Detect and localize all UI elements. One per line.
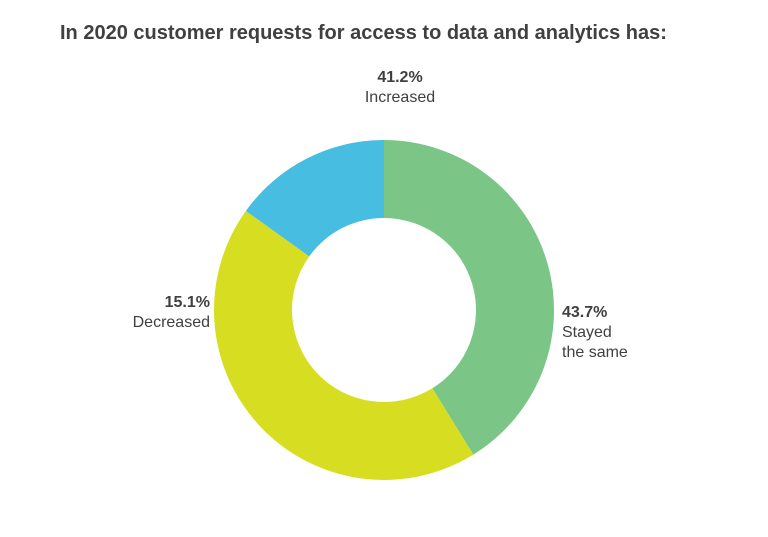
slice-pct-stayed: 43.7% [562,303,682,323]
slice-label-increased: 41.2% Increased [340,68,460,108]
slice-text-stayed-1: Stayed [562,323,682,343]
donut-chart: 41.2% Increased 43.7% Stayed the same 15… [0,0,768,532]
slice-label-stayed: 43.7% Stayed the same [562,303,682,363]
slice-pct-increased: 41.2% [340,68,460,88]
slice-pct-decreased: 15.1% [100,293,210,313]
donut-slice-1 [214,211,473,480]
slice-text-decreased: Decreased [100,313,210,333]
slice-label-decreased: 15.1% Decreased [100,293,210,333]
slice-text-stayed-2: the same [562,343,682,363]
slice-text-increased: Increased [340,88,460,108]
